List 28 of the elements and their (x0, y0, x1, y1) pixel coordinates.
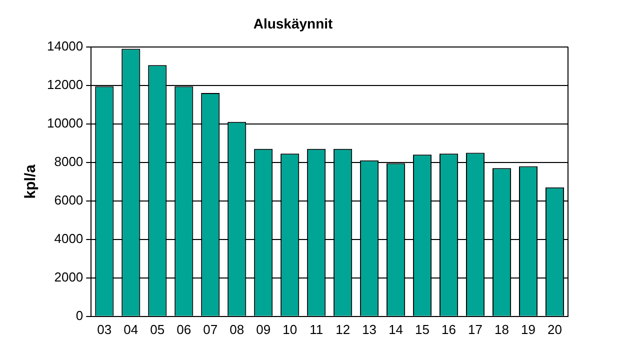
x-tick-label: 20 (548, 322, 562, 337)
x-tick-label: 14 (388, 322, 404, 337)
y-tick-label: 12000 (46, 76, 84, 92)
x-tick-label: 18 (494, 322, 510, 337)
x-tick-label: 03 (97, 322, 112, 337)
x-tick-label: 09 (256, 322, 271, 337)
y-tick-label: 6000 (54, 192, 84, 208)
x-tick-label: 16 (442, 322, 456, 337)
x-tick-label: 13 (362, 322, 377, 337)
y-axis-title: kpl/a (22, 164, 40, 199)
y-tick-label: 8000 (54, 154, 84, 169)
x-tick-label: 04 (124, 322, 138, 337)
x-tick-label: 08 (230, 322, 244, 337)
x-tick-label: 05 (150, 322, 165, 337)
x-tick-label: 12 (336, 322, 350, 337)
x-tick-label: 17 (468, 322, 483, 337)
y-tick-label: 4000 (54, 230, 84, 246)
y-tick-label: 14000 (46, 38, 84, 54)
x-tick-label: 10 (282, 322, 298, 337)
x-tick-label: 07 (203, 322, 218, 337)
y-tick-label: 0 (76, 308, 84, 323)
x-tick-label: 15 (415, 322, 430, 337)
y-tick-label: 10000 (46, 115, 84, 130)
x-tick-label: 19 (521, 322, 536, 337)
x-tick-label: 06 (176, 322, 192, 337)
x-tick-label: 11 (310, 322, 324, 337)
y-tick-label: 2000 (54, 269, 84, 284)
chart-title: Aluskäynnit (253, 15, 334, 32)
